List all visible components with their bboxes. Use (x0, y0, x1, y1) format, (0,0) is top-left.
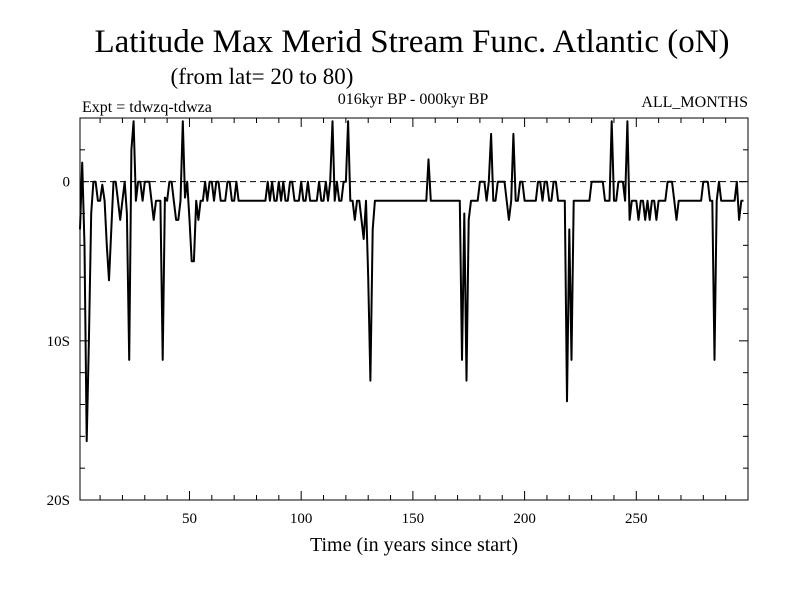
x-tick-label: 150 (402, 511, 425, 527)
chart-subtitle: (from lat= 20 to 80) (170, 64, 354, 89)
ticks-layer: 50 100 150 200 250 0 10S 20S (47, 118, 748, 527)
series-layer (79, 120, 744, 443)
experiment-label: Expt = tdwzq-tdwza (82, 99, 212, 116)
y-tick-label: 10S (47, 334, 70, 350)
x-tick-label: 50 (182, 511, 197, 527)
axes-layer (79, 117, 749, 501)
chart-title: Latitude Max Merid Stream Func. Atlantic… (94, 24, 730, 60)
x-tick-label: 250 (625, 511, 648, 527)
months-label: ALL_MONTHS (641, 94, 748, 111)
period-label: 016kyr BP - 000kyr BP (337, 91, 489, 108)
x-tick-label: 200 (513, 511, 536, 527)
x-tick-label: 100 (290, 511, 313, 527)
y-tick-label: 0 (63, 175, 71, 191)
x-axis-label: Time (in years since start) (309, 534, 519, 556)
series-line (79, 120, 744, 443)
plot-frame (79, 117, 749, 501)
y-tick-label: 20S (47, 493, 70, 509)
